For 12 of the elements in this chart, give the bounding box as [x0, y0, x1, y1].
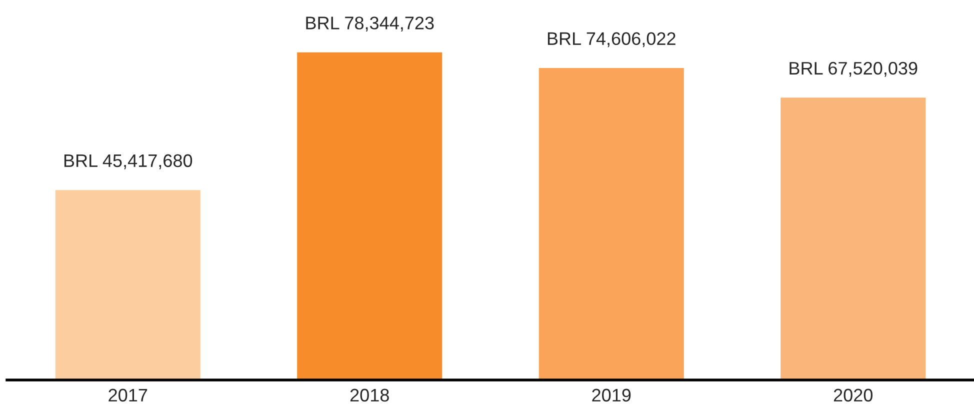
data-label: BRL 45,417,680: [64, 154, 192, 170]
bar: [538, 68, 684, 380]
bar: [297, 52, 442, 380]
x-tick-label: 2019: [592, 388, 631, 402]
x-tick-label: 2020: [834, 388, 873, 402]
data-label: BRL 74,606,022: [548, 32, 676, 48]
bar: [55, 190, 200, 380]
bar: [780, 98, 926, 380]
data-label: BRL 67,520,039: [790, 62, 918, 77]
data-label: BRL 78,344,723: [306, 16, 434, 32]
x-tick-label: 2018: [350, 388, 389, 402]
x-tick-label: 2017: [108, 388, 148, 402]
